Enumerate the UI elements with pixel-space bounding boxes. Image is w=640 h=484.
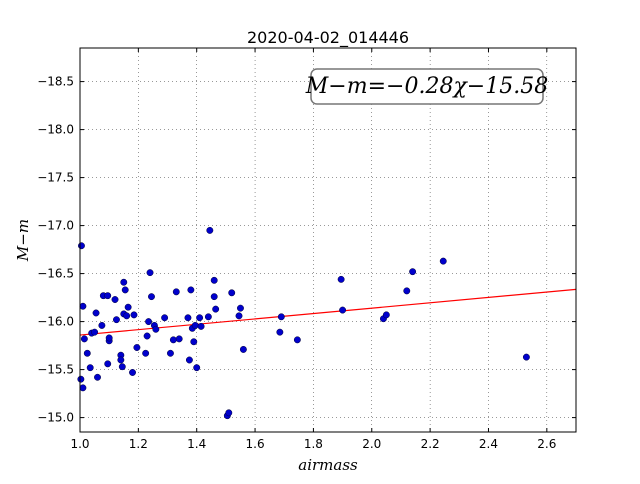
y-tick-label: −15.0: [37, 411, 74, 425]
y-tick-label: −16.0: [37, 315, 74, 329]
data-point: [293, 336, 301, 344]
data-point: [143, 332, 151, 340]
data-point: [166, 349, 174, 357]
data-point: [237, 304, 244, 312]
fit-line: [79, 288, 577, 336]
data-point: [79, 302, 87, 310]
data-point: [212, 305, 220, 313]
x-tick-label: 2.4: [479, 437, 498, 451]
data-point: [91, 328, 99, 336]
x-tick-label: 1.6: [246, 437, 265, 451]
data-point: [124, 303, 132, 311]
data-point: [123, 312, 131, 320]
data-point: [86, 364, 94, 372]
x-tick-label: 1.8: [304, 437, 323, 451]
grid-lines: [79, 48, 576, 432]
data-point: [121, 286, 129, 294]
data-point: [148, 293, 155, 301]
fit-line-layer: [79, 288, 577, 336]
data-point: [235, 312, 243, 320]
data-point: [98, 321, 106, 329]
y-tick-label: −18.5: [37, 75, 74, 89]
data-point: [142, 349, 150, 357]
x-tick-label: 1.0: [70, 437, 89, 451]
data-point: [105, 334, 113, 342]
data-point: [210, 276, 218, 284]
data-point: [190, 338, 198, 346]
x-tick-label: 1.4: [187, 437, 206, 451]
data-point: [129, 369, 136, 376]
axis-ticks: 1.0 1.2 1.4 1.6 1.8 2.0 2.2 2.4 2.6 −15.0 −15.5 −16…: [37, 48, 576, 451]
annotation-box: [310, 68, 544, 105]
data-point: [522, 353, 530, 361]
data-point: [409, 268, 417, 276]
x-tick-label: 2.2: [421, 437, 440, 451]
data-point: [77, 375, 85, 383]
data-point: [337, 275, 345, 283]
data-point: [113, 316, 120, 324]
data-point: [197, 322, 205, 330]
data-point: [80, 335, 88, 343]
fit-annotation: M−m=−0.28χ−15.58: [305, 68, 548, 105]
y-axis-label: M−m: [14, 219, 32, 262]
data-points: [77, 226, 530, 420]
data-point: [382, 311, 390, 319]
data-point: [228, 289, 236, 297]
data-point: [104, 292, 112, 300]
data-point: [185, 356, 193, 364]
data-point: [146, 269, 154, 277]
y-tick-label: −18.0: [37, 123, 74, 137]
data-point: [92, 309, 100, 317]
y-tick-label: −16.5: [37, 267, 74, 281]
data-point: [206, 226, 214, 234]
x-tick-label: 2.6: [537, 437, 556, 451]
data-point: [191, 321, 199, 329]
x-tick-label: 1.2: [129, 437, 148, 451]
data-point: [104, 360, 112, 368]
y-tick-label: −17.0: [37, 219, 74, 233]
data-point: [339, 306, 347, 314]
x-tick-label: 2.0: [362, 437, 381, 451]
data-point: [130, 311, 138, 319]
data-point: [210, 293, 218, 301]
data-point: [225, 409, 233, 417]
data-point: [196, 314, 204, 322]
y-tick-label: −15.5: [37, 363, 74, 377]
data-point: [439, 257, 447, 265]
data-point: [117, 356, 125, 364]
data-point: [239, 345, 247, 353]
data-point: [193, 364, 201, 372]
data-point: [152, 325, 160, 333]
data-point: [111, 296, 119, 303]
data-point: [277, 313, 285, 321]
data-point: [276, 328, 284, 336]
fit-equation: M−m=−0.28χ−15.58: [305, 74, 548, 99]
data-point: [204, 313, 212, 321]
chart-title: 2020-04-02_014446: [247, 28, 409, 48]
data-point: [120, 278, 128, 286]
x-axis-label: airmass: [298, 456, 358, 474]
data-point: [145, 318, 153, 326]
data-point: [184, 314, 192, 322]
data-point: [169, 336, 177, 344]
plot-frame: [79, 47, 577, 433]
data-point: [94, 373, 101, 381]
data-point: [403, 287, 411, 295]
y-tick-label: −17.5: [37, 171, 74, 185]
data-point: [83, 349, 91, 357]
data-point: [118, 363, 126, 371]
data-point: [175, 335, 183, 343]
data-point: [161, 314, 169, 322]
data-point: [187, 286, 195, 294]
data-point: [79, 384, 87, 392]
data-point: [172, 288, 180, 296]
data-point: [78, 242, 85, 250]
data-point: [133, 344, 141, 351]
